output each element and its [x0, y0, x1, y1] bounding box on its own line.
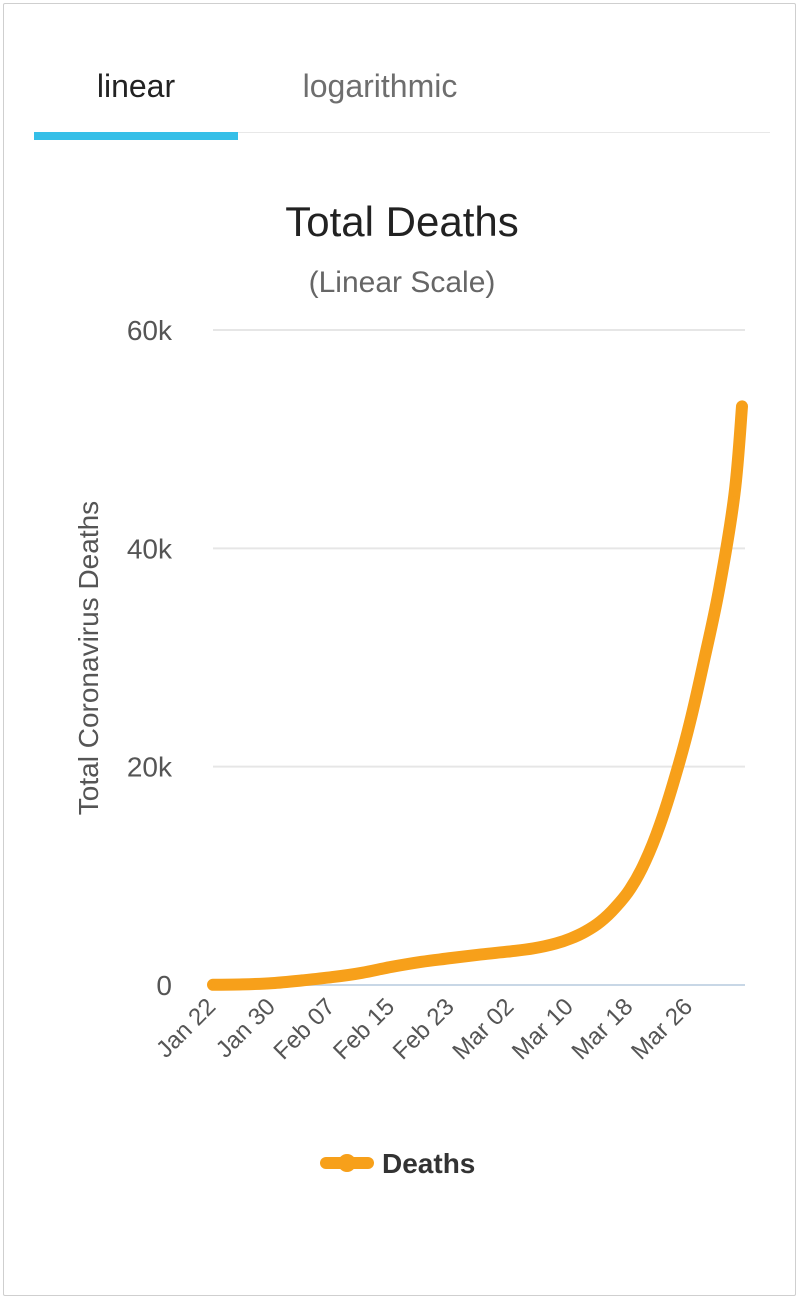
tab-linear[interactable]: linear	[96, 67, 176, 104]
data-point	[627, 885, 634, 892]
data-point	[567, 935, 574, 942]
data-point	[239, 981, 246, 988]
x-tick-label: Feb 07	[269, 993, 341, 1065]
x-tick-label: Jan 30	[211, 993, 281, 1063]
data-point	[612, 904, 619, 911]
chart-title: Total Deaths	[285, 198, 518, 245]
card-frame	[3, 3, 796, 1296]
x-tick-label: Mar 18	[567, 993, 639, 1065]
data-point	[642, 858, 649, 865]
active-tab-indicator	[34, 132, 238, 140]
data-point	[597, 918, 604, 925]
data-point	[530, 945, 537, 952]
data-point	[508, 948, 514, 955]
data-point	[210, 981, 216, 988]
y-tick-labels: 0 20k 40k 60k	[127, 315, 173, 1001]
data-point	[269, 980, 276, 987]
x-tick-label: Mar 26	[626, 993, 698, 1065]
y-tick-label: 0	[156, 970, 172, 1001]
data-point	[671, 774, 678, 781]
tab-logarithmic[interactable]: logarithmic	[302, 67, 458, 104]
chart-subtitle: (Linear Scale)	[309, 266, 496, 299]
data-point	[701, 654, 708, 661]
data-point	[716, 583, 723, 590]
y-axis-label: Total Coronavirus Deaths	[73, 501, 104, 815]
y-tick-label: 40k	[127, 533, 173, 564]
data-point	[582, 928, 589, 935]
grid-lines	[213, 329, 745, 986]
data-point	[329, 974, 336, 981]
x-tick-label: Mar 10	[507, 993, 579, 1065]
scale-tabs: linear logarithmic	[34, 40, 770, 140]
legend-marker	[338, 1154, 356, 1172]
x-tick-label: Mar 02	[447, 993, 519, 1065]
legend[interactable]: Deaths	[320, 1148, 475, 1179]
y-tick-label: 60k	[127, 315, 173, 346]
data-point	[731, 490, 738, 497]
data-point	[418, 958, 425, 965]
x-tick-label: Feb 15	[328, 993, 400, 1065]
data-point	[739, 403, 745, 410]
series-deaths	[207, 400, 748, 991]
y-tick-label: 20k	[127, 752, 173, 783]
data-point	[299, 977, 306, 984]
data-point	[448, 955, 455, 961]
legend-label-deaths: Deaths	[382, 1148, 475, 1179]
series-line-deaths	[207, 400, 748, 991]
data-point	[359, 969, 365, 976]
x-tick-label: Feb 23	[388, 993, 460, 1065]
data-point	[686, 720, 693, 726]
data-point	[657, 821, 663, 828]
data-point	[552, 940, 559, 947]
data-point	[388, 963, 395, 970]
x-tick-label: Jan 22	[151, 993, 221, 1063]
data-point	[478, 951, 485, 958]
